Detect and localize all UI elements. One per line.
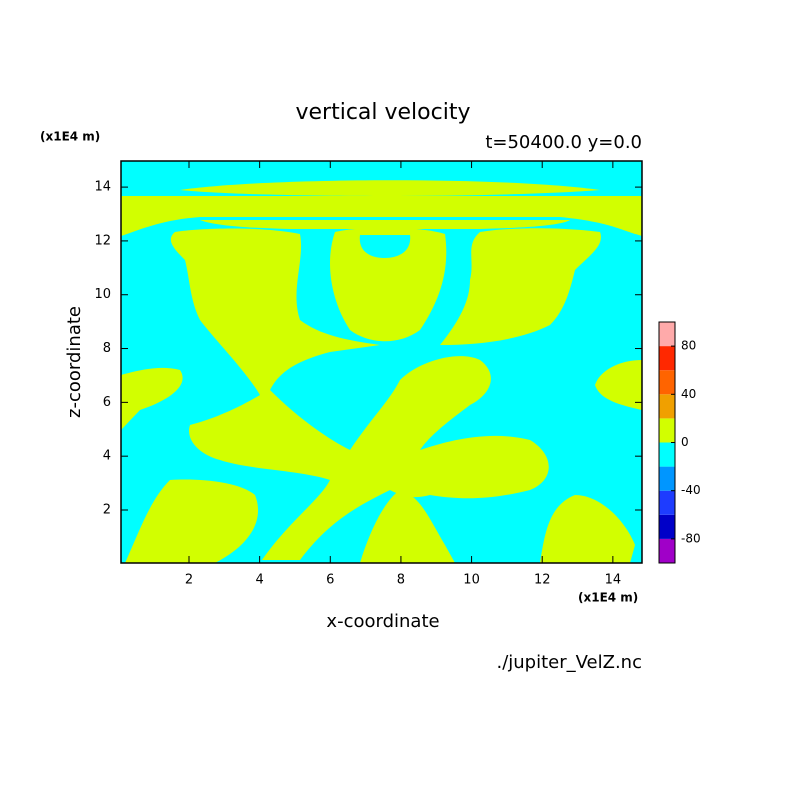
y-tick-label: 14 — [94, 180, 111, 195]
x-tick-label: 12 — [534, 573, 551, 588]
x-tick-label: 10 — [463, 573, 480, 588]
y-tick-label: 8 — [103, 341, 111, 356]
x-tick-label: 2 — [185, 573, 193, 588]
contour-region — [125, 479, 259, 563]
colorbar-segment — [659, 490, 675, 515]
axes: 2 4 6 8 10 12 14 2 4 6 8 10 12 14 — [94, 161, 642, 588]
colorbar-segment — [659, 442, 675, 467]
contour-region — [330, 227, 447, 342]
source-label: ./jupiter_VelZ.nc — [496, 652, 642, 673]
x-tick-label: 8 — [397, 573, 405, 588]
plot-frame — [120, 160, 643, 564]
colorbar-tick-label: 40 — [681, 387, 696, 401]
contour-region — [540, 495, 635, 563]
colorbar-segment — [659, 418, 675, 443]
y-tick-label: 2 — [103, 502, 111, 517]
y-tick-label: 10 — [94, 287, 111, 302]
x-unit: (x1E4 m) — [578, 591, 638, 605]
colorbar-segment — [659, 514, 675, 539]
contour-region — [440, 228, 601, 345]
colorbar-segment — [659, 346, 675, 371]
contour-region — [170, 228, 549, 560]
contour-region — [595, 360, 642, 410]
y-tick-label: 12 — [94, 233, 111, 248]
chart-subtitle: t=50400.0 y=0.0 — [485, 132, 642, 153]
colorbar-segment — [659, 394, 675, 419]
y-unit: (x1E4 m) — [40, 130, 100, 144]
y-axis-label: z-coordinate — [64, 306, 85, 418]
x-tick-label: 6 — [326, 573, 334, 588]
colorbar-segment — [659, 370, 675, 395]
contour-region — [359, 235, 411, 258]
colorbar-segment — [659, 322, 675, 347]
y-tick-label: 6 — [103, 395, 111, 410]
colorbar-tick-label: 0 — [681, 435, 689, 449]
chart-title: vertical velocity — [295, 100, 470, 125]
y-tick-label: 4 — [103, 449, 111, 464]
contour-region — [360, 490, 455, 563]
contour-region — [121, 367, 183, 430]
colorbar-tick-label: 80 — [681, 339, 696, 353]
x-tick-label: 4 — [255, 573, 263, 588]
colorbar: -80 -40 0 40 80 — [658, 321, 701, 564]
contour-region — [180, 180, 600, 196]
contour-region — [200, 220, 570, 229]
x-axis-label: x-coordinate — [326, 611, 439, 632]
contour-regions — [121, 180, 642, 563]
colorbar-segment — [659, 538, 675, 563]
colorbar-tick-label: -80 — [681, 531, 701, 545]
colorbar-tick-label: -40 — [681, 483, 701, 497]
contour-region — [121, 196, 642, 236]
contour-field — [121, 161, 642, 563]
colorbar-segment — [659, 466, 675, 491]
x-tick-label: 14 — [605, 573, 622, 588]
